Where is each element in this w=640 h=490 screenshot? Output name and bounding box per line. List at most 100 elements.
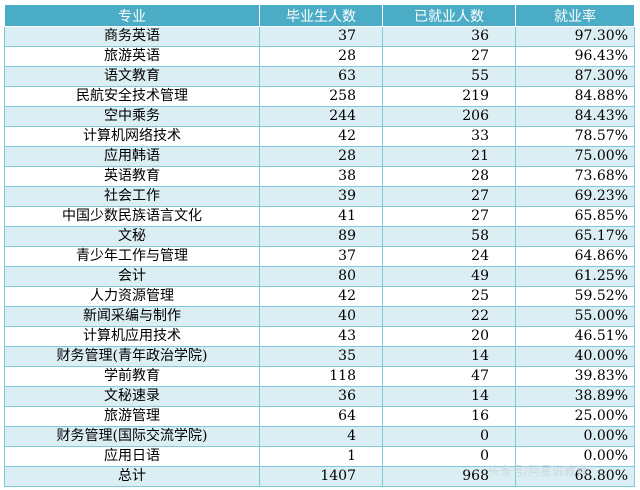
cell-rate: 61.25% bbox=[515, 266, 635, 287]
cell-employed: 28 bbox=[382, 166, 516, 187]
cell-rate: 68.80% bbox=[515, 466, 635, 487]
cell-employed: 58 bbox=[382, 226, 516, 247]
table-row: 商务英语 37 36 97.30% bbox=[4, 26, 635, 47]
table-row: 青少年工作与管理 37 24 64.86% bbox=[4, 246, 635, 267]
cell-rate: 39.83% bbox=[515, 366, 635, 387]
cell-employed: 27 bbox=[382, 46, 516, 67]
employment-table: 专业 毕业生人数 已就业人数 就业率 商务英语 37 36 97.30% 旅游英语 28 2… bbox=[4, 4, 635, 487]
cell-rate: 46.51% bbox=[515, 326, 635, 347]
cell-rate: 0.00% bbox=[515, 426, 635, 447]
cell-rate: 25.00% bbox=[515, 406, 635, 427]
table-row: 应用韩语 28 21 75.00% bbox=[4, 146, 635, 167]
cell-major: 会计 bbox=[4, 266, 260, 287]
cell-graduates: 244 bbox=[259, 106, 383, 127]
table-row: 计算机网络技术 42 33 78.57% bbox=[4, 126, 635, 147]
table-row: 英语教育 38 28 73.68% bbox=[4, 166, 635, 187]
table-row: 新闻采编与制作 40 22 55.00% bbox=[4, 306, 635, 327]
table-row: 文秘速录 36 14 38.89% bbox=[4, 386, 635, 407]
cell-rate: 75.00% bbox=[515, 146, 635, 167]
cell-employed: 55 bbox=[382, 66, 516, 87]
cell-rate: 69.23% bbox=[515, 186, 635, 207]
cell-rate: 64.86% bbox=[515, 246, 635, 267]
cell-major: 民航安全技术管理 bbox=[4, 86, 260, 107]
table-row: 旅游英语 28 27 96.43% bbox=[4, 46, 635, 67]
table-row: 中国少数民族语言文化 41 27 65.85% bbox=[4, 206, 635, 227]
cell-employed: 36 bbox=[382, 26, 516, 47]
cell-graduates: 42 bbox=[259, 286, 383, 307]
table-row: 人力资源管理 42 25 59.52% bbox=[4, 286, 635, 307]
cell-graduates: 4 bbox=[259, 426, 383, 447]
cell-graduates: 89 bbox=[259, 226, 383, 247]
cell-major: 应用日语 bbox=[4, 446, 260, 467]
cell-rate: 38.89% bbox=[515, 386, 635, 407]
cell-graduates: 37 bbox=[259, 26, 383, 47]
cell-employed: 14 bbox=[382, 386, 516, 407]
watermark-text: 头条号/阿星说教育 bbox=[488, 464, 589, 478]
cell-employed: 14 bbox=[382, 346, 516, 367]
table-row: 财务管理(青年政治学院) 35 14 40.00% bbox=[4, 346, 635, 367]
cell-graduates: 36 bbox=[259, 386, 383, 407]
table-row: 财务管理(国际交流学院) 4 0 0.00% bbox=[4, 426, 635, 447]
cell-employed: 206 bbox=[382, 106, 516, 127]
cell-graduates: 40 bbox=[259, 306, 383, 327]
cell-major: 计算机网络技术 bbox=[4, 126, 260, 147]
cell-rate: 65.85% bbox=[515, 206, 635, 227]
table-row: 计算机应用技术 43 20 46.51% bbox=[4, 326, 635, 347]
cell-major: 空中乘务 bbox=[4, 106, 260, 127]
cell-graduates: 41 bbox=[259, 206, 383, 227]
cell-rate: 84.43% bbox=[515, 106, 635, 127]
cell-rate: 0.00% bbox=[515, 446, 635, 467]
cell-graduates: 1 bbox=[259, 446, 383, 467]
cell-employed: 21 bbox=[382, 146, 516, 167]
cell-employed: 27 bbox=[382, 186, 516, 207]
cell-graduates: 38 bbox=[259, 166, 383, 187]
cell-major: 旅游英语 bbox=[4, 46, 260, 67]
cell-graduates: 118 bbox=[259, 366, 383, 387]
cell-employed: 219 bbox=[382, 86, 516, 107]
cell-graduates: 28 bbox=[259, 46, 383, 67]
cell-graduates: 80 bbox=[259, 266, 383, 287]
header-major: 专业 bbox=[4, 4, 260, 27]
cell-rate: 78.57% bbox=[515, 126, 635, 147]
cell-graduates: 35 bbox=[259, 346, 383, 367]
cell-major: 语文教育 bbox=[4, 66, 260, 87]
cell-rate: 84.88% bbox=[515, 86, 635, 107]
cell-major: 英语教育 bbox=[4, 166, 260, 187]
table-row: 空中乘务 244 206 84.43% bbox=[4, 106, 635, 127]
header-rate: 就业率 bbox=[515, 4, 635, 27]
cell-graduates: 28 bbox=[259, 146, 383, 167]
table-row: 语文教育 63 55 87.30% bbox=[4, 66, 635, 87]
cell-graduates: 37 bbox=[259, 246, 383, 267]
cell-major: 人力资源管理 bbox=[4, 286, 260, 307]
cell-major: 文秘 bbox=[4, 226, 260, 247]
cell-graduates: 258 bbox=[259, 86, 383, 107]
cell-graduates: 43 bbox=[259, 326, 383, 347]
cell-major: 新闻采编与制作 bbox=[4, 306, 260, 327]
cell-major: 财务管理(国际交流学院) bbox=[4, 426, 260, 447]
cell-major: 财务管理(青年政治学院) bbox=[4, 346, 260, 367]
cell-graduates: 1407 bbox=[259, 466, 383, 487]
employment-table-container: 专业 毕业生人数 已就业人数 就业率 商务英语 37 36 97.30% 旅游英语 28 2… bbox=[4, 4, 635, 487]
cell-major: 青少年工作与管理 bbox=[4, 246, 260, 267]
cell-graduates: 64 bbox=[259, 406, 383, 427]
cell-employed: 968 bbox=[382, 466, 516, 487]
table-row: 会计 80 49 61.25% bbox=[4, 266, 635, 287]
cell-rate: 87.30% bbox=[515, 66, 635, 87]
cell-rate: 96.43% bbox=[515, 46, 635, 67]
table-total-row: 总计 1407 968 68.80% bbox=[4, 466, 635, 487]
cell-graduates: 42 bbox=[259, 126, 383, 147]
cell-employed: 20 bbox=[382, 326, 516, 347]
table-row: 社会工作 39 27 69.23% bbox=[4, 186, 635, 207]
table-row: 文秘 89 58 65.17% bbox=[4, 226, 635, 247]
cell-major: 商务英语 bbox=[4, 26, 260, 47]
cell-major: 学前教育 bbox=[4, 366, 260, 387]
cell-employed: 33 bbox=[382, 126, 516, 147]
cell-employed: 16 bbox=[382, 406, 516, 427]
cell-employed: 22 bbox=[382, 306, 516, 327]
cell-major: 应用韩语 bbox=[4, 146, 260, 167]
cell-employed: 27 bbox=[382, 206, 516, 227]
header-graduates: 毕业生人数 bbox=[259, 4, 383, 27]
cell-employed: 24 bbox=[382, 246, 516, 267]
cell-major: 总计 bbox=[4, 466, 260, 487]
cell-major: 社会工作 bbox=[4, 186, 260, 207]
